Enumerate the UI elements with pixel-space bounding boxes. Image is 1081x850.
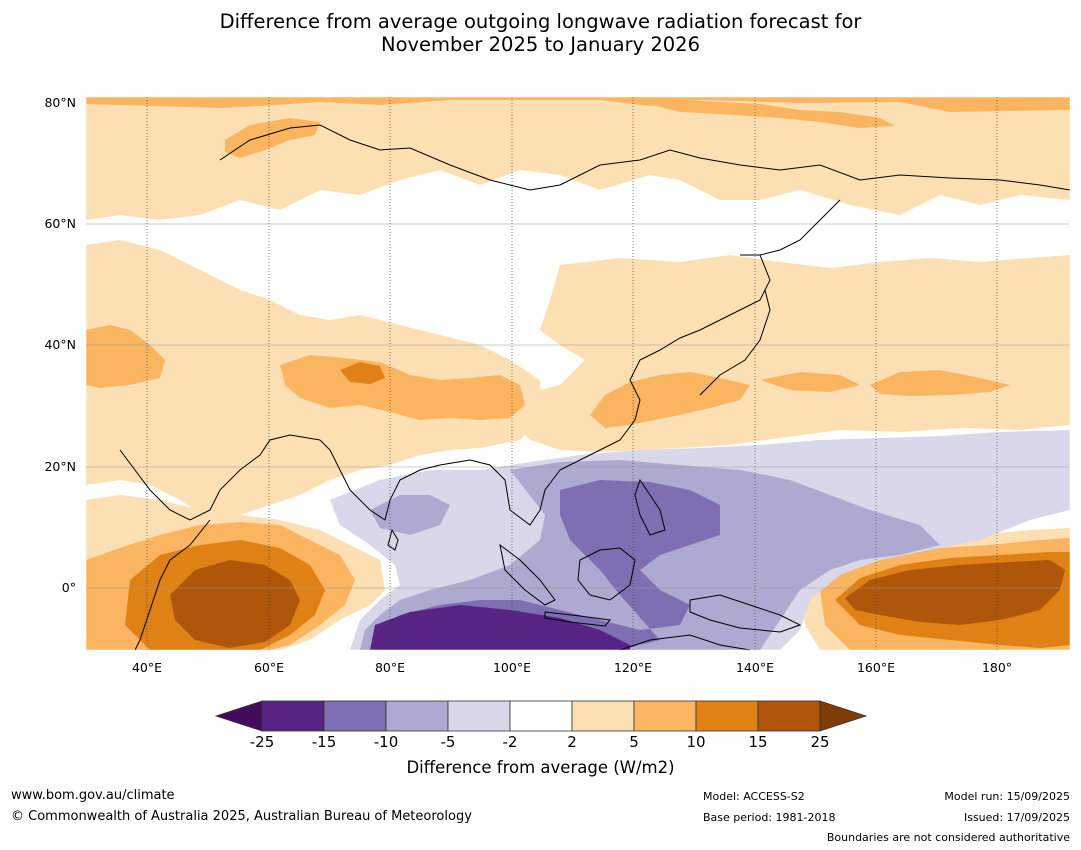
contour-io-minus15-25 — [370, 605, 630, 650]
coast-india — [319, 439, 471, 521]
colorbar-tick: -15 — [311, 733, 337, 751]
website-link[interactable]: www.bom.gov.au/climate — [11, 788, 175, 803]
lon-label-80e: 80°E — [374, 660, 406, 675]
contour-npac-5-10 — [760, 372, 860, 392]
lat-label-60n: 60°N — [44, 216, 76, 231]
lon-label-180: 180° — [981, 660, 1013, 675]
colorbar-tick: 15 — [748, 733, 768, 751]
copyright-text: © Commonwealth of Australia 2025, Austra… — [11, 809, 472, 824]
lon-label-60e: 60°E — [253, 660, 285, 675]
colorbar-tick: 25 — [810, 733, 830, 751]
title-line-1: Difference from average outgoing longwav… — [219, 10, 862, 33]
colorbar-bin-minus15-minus10 — [323, 700, 387, 732]
boundary-disclaimer: Boundaries are not considered authoritat… — [826, 831, 1070, 844]
coast-new-guinea — [689, 594, 802, 633]
contour-scandinavia-5-10 — [225, 118, 320, 158]
coast-philippines — [634, 478, 666, 536]
contour-china-5-10 — [590, 372, 750, 428]
colorbar-extend-high — [819, 700, 868, 732]
colorbar-bin-minus10-minus5 — [385, 700, 449, 732]
model-name: Model: ACCESS-S2 — [703, 790, 805, 803]
contour-npac2-5-10 — [870, 370, 1010, 396]
contour-midlat-2-5 — [510, 255, 1070, 452]
colorbar-bin-2-5 — [571, 700, 635, 732]
lat-label-20n: 20°N — [44, 459, 76, 474]
colorbar-bin-minus25-minus15 — [261, 700, 325, 732]
coast-kamchatka — [740, 199, 841, 256]
colorbar-extend-low — [214, 700, 263, 732]
coast-sumatra — [499, 543, 556, 606]
coastlines — [119, 124, 1071, 651]
base-period: Base period: 1981-2018 — [703, 811, 836, 824]
colorbar-tick: 5 — [629, 733, 639, 751]
map-title: Difference from average outgoing longwav… — [0, 10, 1081, 56]
contour-kolyma-5-10 — [640, 100, 895, 128]
colorbar-tick: -25 — [249, 733, 275, 751]
coast-arctic-russia — [219, 124, 1071, 191]
lat-label-40n: 40°N — [44, 337, 76, 352]
colorbar-tick: -10 — [373, 733, 399, 751]
lon-label-120e: 120°E — [613, 660, 652, 675]
colorbar-bin-minus2-2 — [509, 700, 573, 732]
colorbar-tick: -5 — [440, 733, 456, 751]
coast-australia — [619, 634, 751, 651]
lat-label-0: 0° — [61, 580, 76, 595]
colorbar-tick: -2 — [502, 733, 518, 751]
coast-arabia — [119, 434, 321, 521]
contour-africa-15-25 — [170, 560, 300, 648]
model-run-date: Model run: 15/09/2025 — [944, 790, 1070, 803]
contour-arctic-2-5 — [86, 97, 1070, 220]
title-line-2: November 2025 to January 2026 — [381, 33, 700, 56]
colorbar-bin-minus5-minus2 — [447, 700, 511, 732]
contour-iran-5-10 — [86, 325, 165, 388]
contour-pacific-15-25 — [845, 560, 1065, 625]
colorbar-bin-10-15 — [695, 700, 759, 732]
coast-africa-east — [134, 519, 211, 651]
issued-date: Issued: 17/09/2025 — [963, 811, 1070, 824]
coast-japan — [699, 289, 771, 396]
colorbar-bin-15-25 — [757, 700, 821, 732]
map-plot-area — [86, 97, 1070, 650]
coast-sri-lanka — [387, 528, 399, 551]
coast-se-asia — [469, 459, 561, 526]
contour-arctic-5-10 — [86, 97, 1070, 112]
coast-borneo — [577, 547, 636, 601]
map-frame — [85, 96, 1071, 651]
colorbar-tick: 10 — [686, 733, 706, 751]
coast-java — [544, 611, 611, 627]
contour-pamir-10-15 — [340, 362, 385, 384]
gridlines — [86, 223, 1070, 589]
lon-label-100e: 100°E — [492, 660, 531, 675]
coast-east-asia — [559, 254, 771, 471]
colorbar — [214, 700, 868, 732]
lat-label-80n: 80°N — [44, 95, 76, 110]
colorbar-label: Difference from average (W/m2) — [406, 758, 675, 777]
lon-label-140e: 140°E — [735, 660, 774, 675]
colorbar-tick: 2 — [567, 733, 577, 751]
lon-label-160e: 160°E — [856, 660, 895, 675]
lon-label-40e: 40°E — [131, 660, 163, 675]
colorbar-bin-5-10 — [633, 700, 697, 732]
